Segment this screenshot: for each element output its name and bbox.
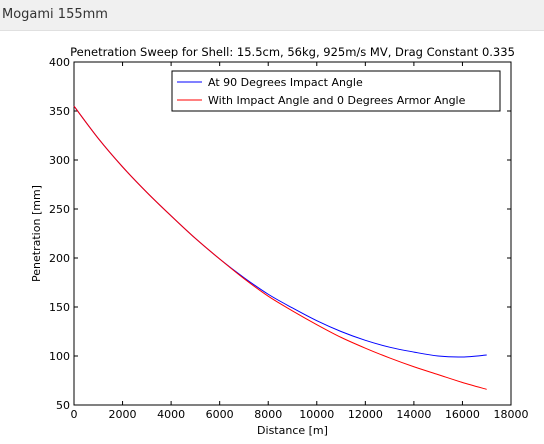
x-tick-label: 2000 <box>109 408 137 421</box>
window-title: Mogami 155mm <box>2 7 108 22</box>
series-line-2 <box>73 105 487 390</box>
x-tick-label: 16000 <box>445 408 480 421</box>
legend-label-1: At 90 Degrees Impact Angle <box>208 76 363 89</box>
y-tick-label: 400 <box>49 56 70 69</box>
x-tick-label: 8000 <box>254 408 282 421</box>
x-tick-label: 14000 <box>396 408 431 421</box>
x-axis-label: Distance [m] <box>257 424 328 437</box>
y-tick-label: 250 <box>49 203 70 216</box>
plot-area <box>73 61 512 406</box>
y-tick-label: 150 <box>49 301 70 314</box>
y-tick-label: 300 <box>49 154 70 167</box>
x-tick-label: 12000 <box>348 408 383 421</box>
window-header: Mogami 155mm <box>0 0 544 31</box>
y-axis-label: Penetration [mm] <box>30 185 43 282</box>
chart-title: Penetration Sweep for Shell: 15.5cm, 56k… <box>70 45 515 59</box>
y-tick-label: 350 <box>49 105 70 118</box>
y-tick-label: 50 <box>56 399 70 412</box>
x-tick-label: 10000 <box>299 408 334 421</box>
x-tick-label: 18000 <box>494 408 529 421</box>
x-tick-label: 0 <box>71 408 78 421</box>
legend-label-2: With Impact Angle and 0 Degrees Armor An… <box>208 94 466 107</box>
x-tick-label: 4000 <box>157 408 185 421</box>
legend-box <box>171 70 501 112</box>
y-tick-label: 200 <box>49 252 70 265</box>
penetration-chart: Penetration Sweep for Shell: 15.5cm, 56k… <box>30 45 529 437</box>
y-tick-label: 100 <box>49 350 70 363</box>
x-tick-label: 6000 <box>206 408 234 421</box>
